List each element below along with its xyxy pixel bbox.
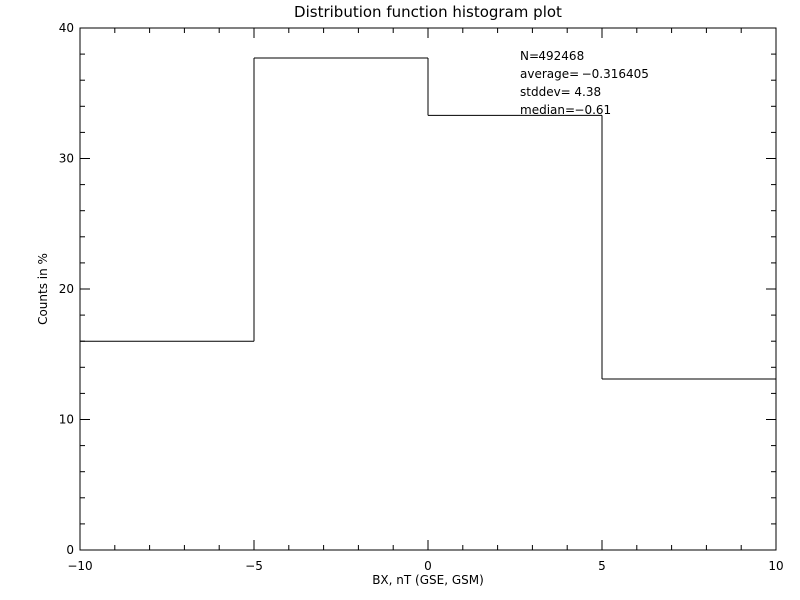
x-tick-label: 0 xyxy=(424,559,432,573)
stats-value: −0.316405 xyxy=(582,67,649,81)
y-tick-label: 10 xyxy=(59,413,74,427)
x-tick-label: −5 xyxy=(245,559,263,573)
y-axis-label: Counts in % xyxy=(36,253,50,325)
y-tick-label: 40 xyxy=(59,21,74,35)
axis-tick-labels: −10 −5 0 5 10 0 10 20 30 40 xyxy=(59,21,784,573)
x-tick-label: 10 xyxy=(768,559,783,573)
y-tick-label: 30 xyxy=(59,152,74,166)
chart-title: Distribution function histogram plot xyxy=(294,3,562,21)
stats-label: N= xyxy=(520,49,539,63)
stats-value: −0.61 xyxy=(574,103,611,117)
x-tick-label: −10 xyxy=(67,559,92,573)
stats-value: 492468 xyxy=(538,49,584,63)
stats-box: N= 492468 average= −0.316405 stddev= 4.38 medi… xyxy=(520,49,649,117)
stats-label: average= xyxy=(520,67,579,81)
stats-value: 4.38 xyxy=(574,85,601,99)
x-axis-label: BX, nT (GSE, GSM) xyxy=(372,573,484,587)
histogram-steps xyxy=(80,57,776,380)
stats-label: stddev= xyxy=(520,85,571,99)
x-tick-label: 5 xyxy=(598,559,606,573)
y-tick-label: 20 xyxy=(59,282,74,296)
stats-label: median= xyxy=(520,103,575,117)
y-tick-label: 0 xyxy=(66,543,74,557)
